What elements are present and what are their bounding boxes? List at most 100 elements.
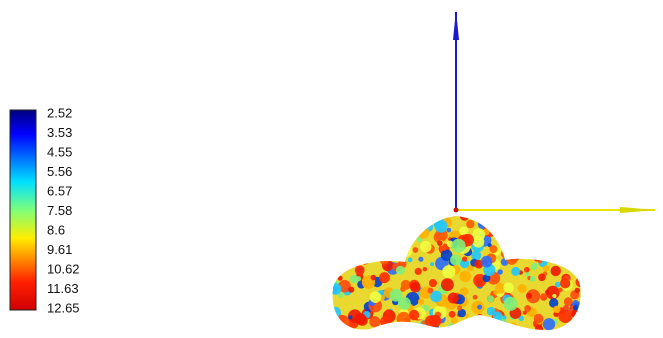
surface-spot [417, 226, 430, 239]
surface-spot [448, 310, 456, 318]
surface-spot [571, 308, 581, 320]
surface-spot [450, 254, 462, 266]
surface-spot [477, 304, 483, 310]
surface-spot [503, 282, 514, 294]
surface-spot [516, 244, 523, 251]
surface-spot [356, 246, 365, 256]
surface-spot [563, 297, 573, 306]
colorbar-label: 12.65 [47, 300, 80, 315]
surface-spot [488, 320, 500, 331]
surface-spot [494, 228, 507, 241]
surface-spot [457, 305, 463, 311]
surface-spot [540, 240, 553, 253]
surface-spot [430, 262, 435, 267]
surface-spot [568, 322, 581, 331]
surface-spot [532, 329, 539, 331]
surface-spot [493, 289, 499, 295]
surface-spot [502, 315, 507, 320]
surface-spot [369, 216, 382, 224]
surface-spot [544, 217, 550, 222]
surface-spot [506, 216, 514, 221]
surface-spot [375, 250, 387, 262]
surface-spot [342, 218, 355, 230]
surface-spot [543, 216, 552, 222]
surface-spot [559, 247, 567, 256]
surface-spot [561, 246, 567, 251]
surface-spot [411, 322, 423, 331]
surface-spot [360, 240, 365, 246]
surface-spot [476, 313, 484, 321]
surface-spot [517, 227, 522, 233]
surface-spot [519, 222, 534, 236]
surface-spot [549, 242, 558, 251]
surface-spot [380, 315, 392, 328]
surface-spot [530, 232, 543, 245]
surface-spot [369, 291, 382, 304]
surface-spot [526, 230, 540, 244]
surface-spot [480, 255, 493, 268]
surface-spot [332, 221, 339, 232]
surface-spot [462, 256, 468, 262]
surface-spot [489, 245, 498, 254]
colorbar-label: 7.58 [47, 203, 72, 218]
surface-spot [558, 287, 563, 293]
surface-spot [459, 258, 470, 269]
surface-spot [542, 318, 556, 331]
surface-spot [524, 271, 530, 277]
surface-spot [565, 236, 572, 244]
surface-spot [536, 226, 548, 238]
surface-spot [554, 281, 561, 288]
surface-spot [442, 265, 456, 279]
surface-spot [360, 256, 369, 265]
surface-spot [503, 296, 518, 311]
surface-spot [347, 221, 360, 234]
surface-spot [335, 249, 342, 256]
surface-spot [348, 315, 353, 320]
surface-spot [399, 326, 408, 331]
surface-spot [395, 265, 405, 275]
surface-spot [526, 292, 533, 299]
surface-spot [520, 243, 533, 257]
surface-spot [569, 325, 575, 331]
surface-spot [338, 321, 343, 327]
surface-spot [549, 251, 558, 260]
surface-spot [518, 224, 530, 235]
surface-spot [392, 238, 405, 251]
surface-spot [338, 292, 344, 298]
surface-spot [468, 320, 482, 331]
surface-spot [568, 253, 573, 258]
surface-spot [506, 253, 518, 265]
surface-spot [379, 272, 390, 284]
surface-spot [446, 227, 452, 233]
surface-spot [338, 279, 351, 293]
surface-spot [529, 275, 536, 282]
surface-spot [373, 216, 385, 224]
surface-spot [349, 274, 359, 284]
surface-spot [485, 319, 492, 327]
surface-spot [394, 222, 409, 236]
surface-spot [364, 244, 370, 250]
surface-spot [478, 216, 490, 228]
surface-spot [398, 297, 411, 310]
surface-spot [475, 326, 481, 331]
surface-spot [486, 306, 496, 316]
surface-spot [524, 305, 532, 312]
surface-spot [487, 295, 495, 303]
surface-spot [529, 249, 535, 256]
surface-spot [398, 229, 403, 234]
surface-spot [565, 220, 571, 226]
surface-spot [379, 326, 389, 331]
surface-spot [450, 317, 458, 325]
surface-spot [533, 254, 541, 262]
surface-spot [334, 326, 343, 331]
surface-spot [372, 224, 380, 232]
surface-spot [549, 298, 559, 308]
surface-spot [441, 244, 448, 251]
surface-spot [332, 283, 342, 295]
surface-spot [511, 266, 521, 276]
surface-spot [480, 327, 486, 331]
surface-spot [340, 325, 346, 331]
surface-spot [344, 240, 358, 254]
surface-spot [550, 265, 561, 277]
